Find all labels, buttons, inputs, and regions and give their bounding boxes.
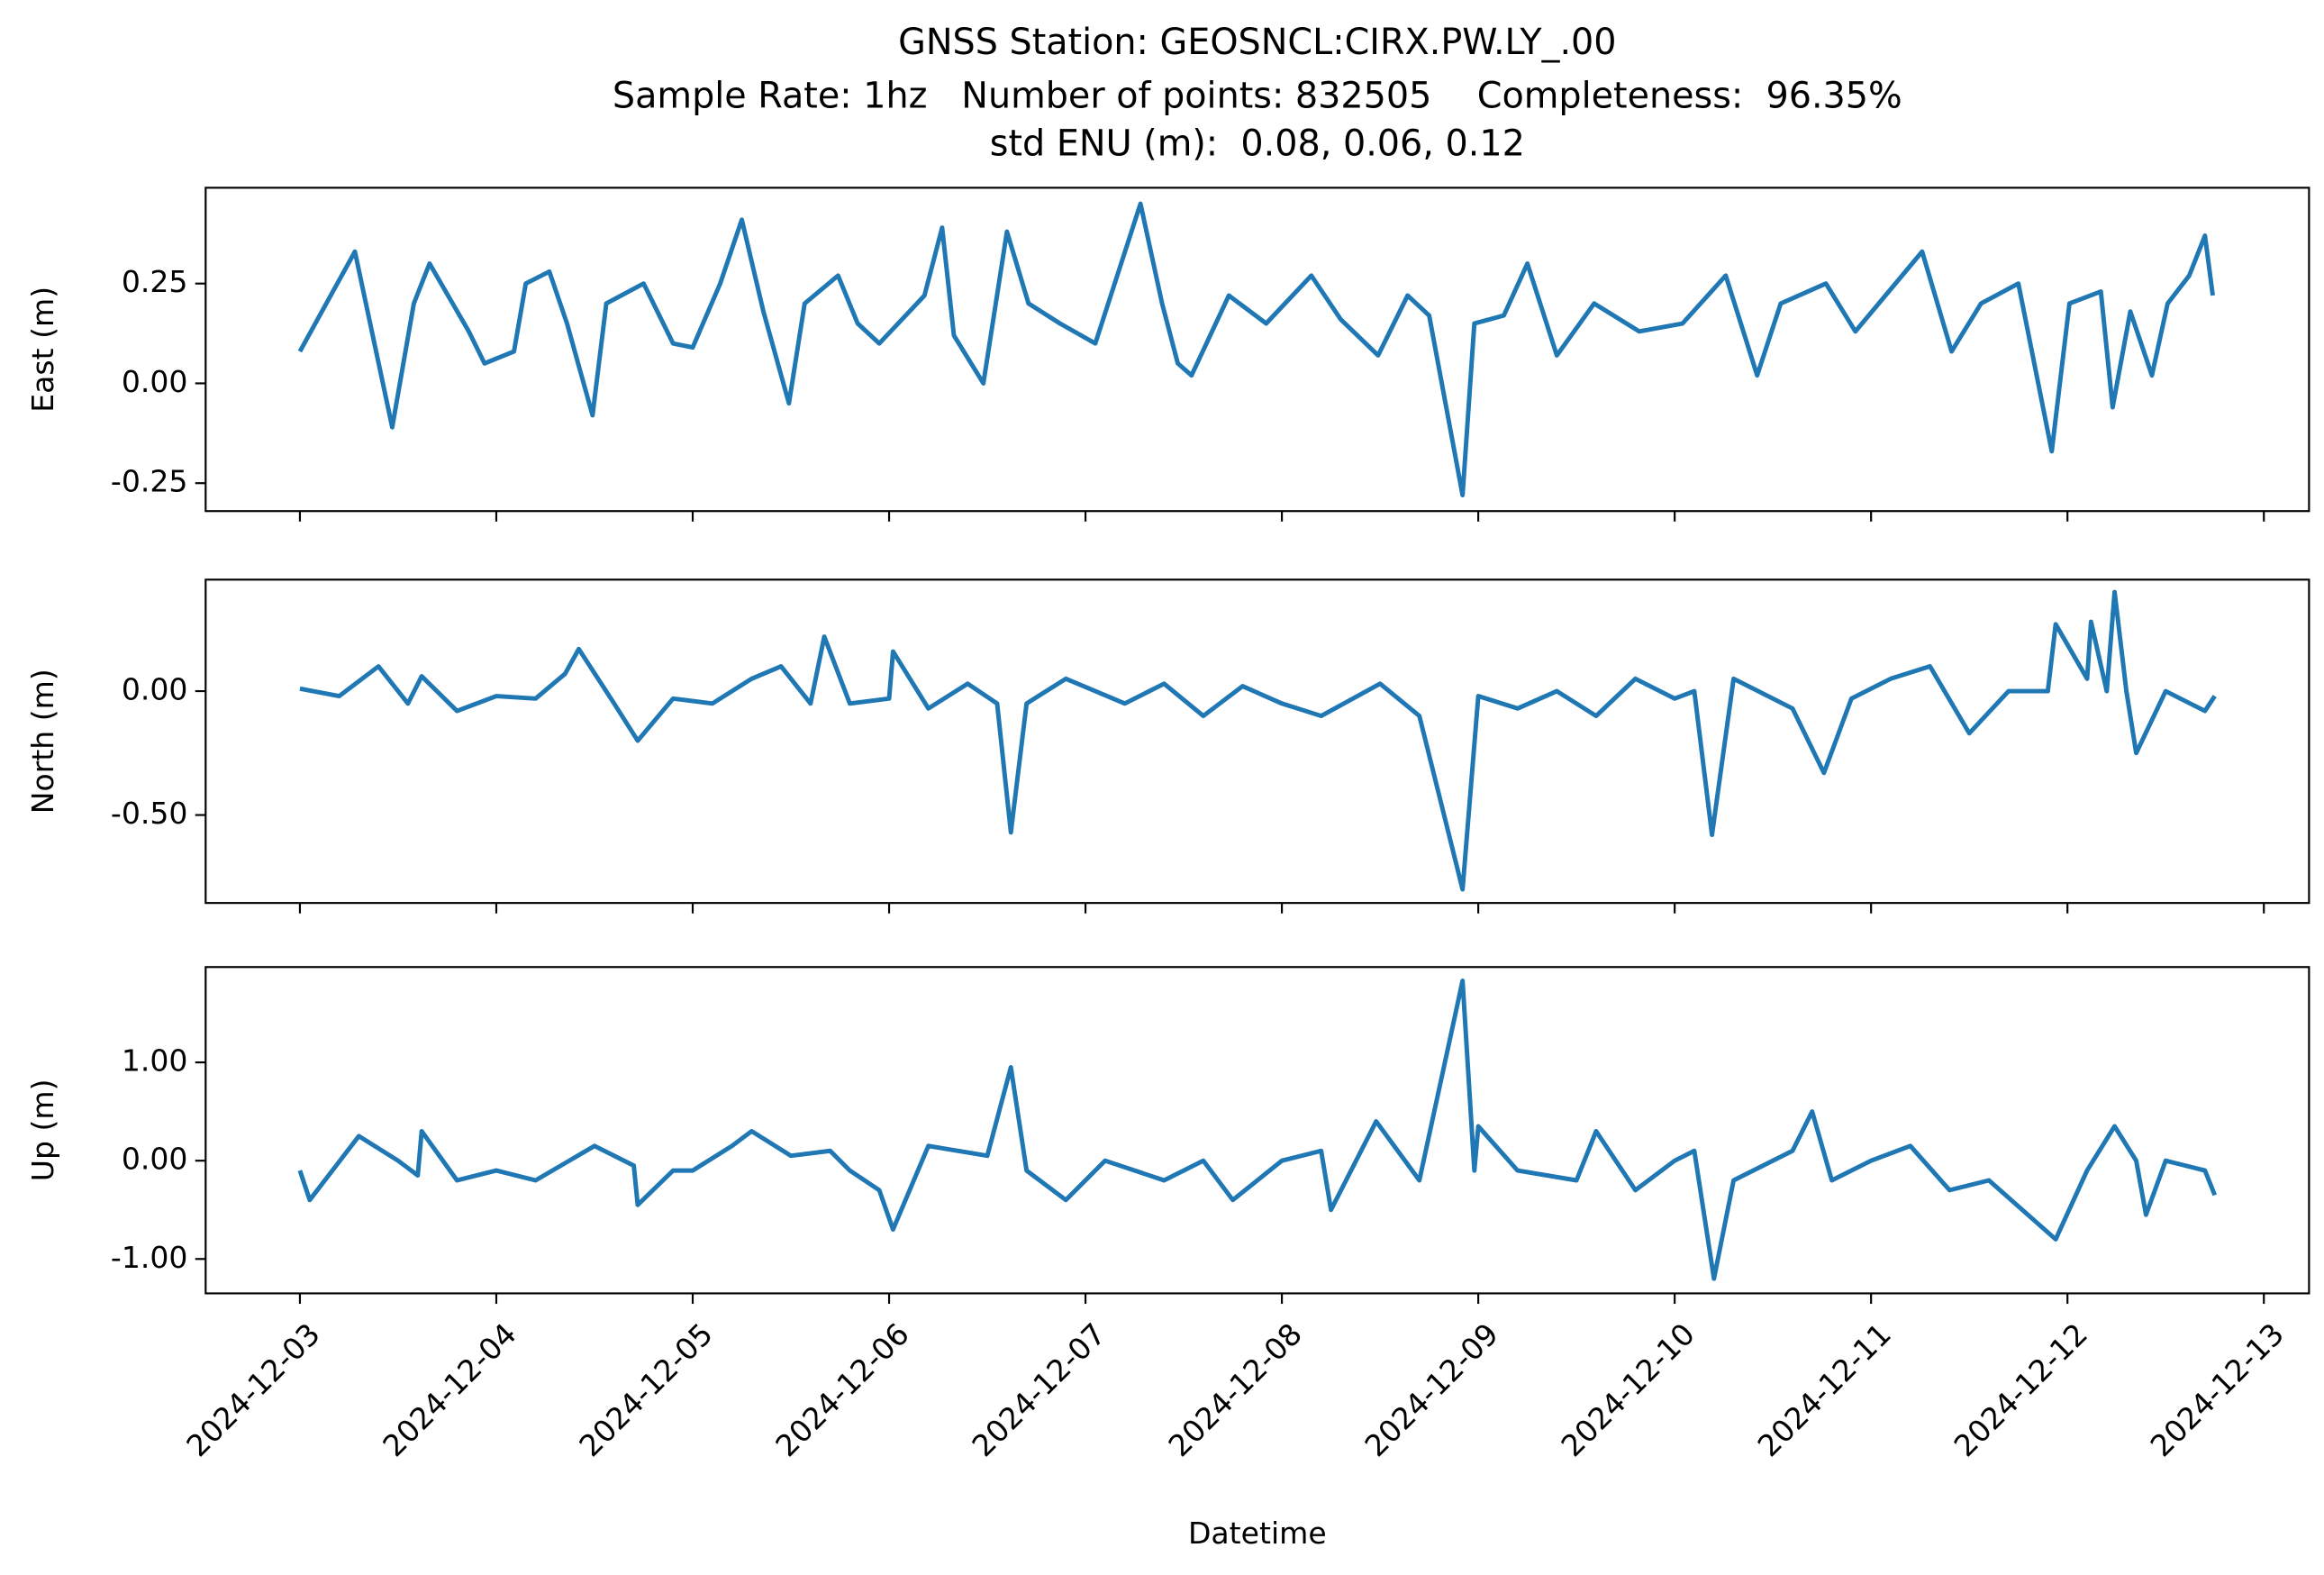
y-axis-label: East (m) xyxy=(25,287,60,413)
y-tick-label: 0.00 xyxy=(122,364,188,399)
y-tick-label: -0.25 xyxy=(111,464,188,499)
y-tick-label: 0.25 xyxy=(122,264,188,299)
y-tick-label: 0.00 xyxy=(122,672,188,707)
y-axis-label: Up (m) xyxy=(25,1079,60,1182)
y-tick-label: -0.50 xyxy=(111,796,188,831)
y-tick-label: 1.00 xyxy=(122,1043,188,1079)
axes-frame xyxy=(204,578,2310,905)
y-axis-label: North (m) xyxy=(25,669,60,814)
chart-title: GNSS Station: GEOSNCL:CIRX.PW.LY_.00 xyxy=(898,22,1616,63)
y-tick-label: 0.00 xyxy=(122,1142,188,1177)
data-line xyxy=(297,979,2218,1281)
axes-frame xyxy=(204,966,2310,1295)
axes-frame xyxy=(204,187,2310,513)
data-line xyxy=(297,201,2216,497)
x-axis-label: Datetime xyxy=(1188,1516,1327,1551)
chart-title: Sample Rate: 1hz Number of points: 83250… xyxy=(613,76,1902,117)
data-line xyxy=(299,589,2217,892)
y-tick-label: -1.00 xyxy=(111,1240,188,1275)
chart-title: std ENU (m): 0.08, 0.06, 0.12 xyxy=(990,123,1525,165)
